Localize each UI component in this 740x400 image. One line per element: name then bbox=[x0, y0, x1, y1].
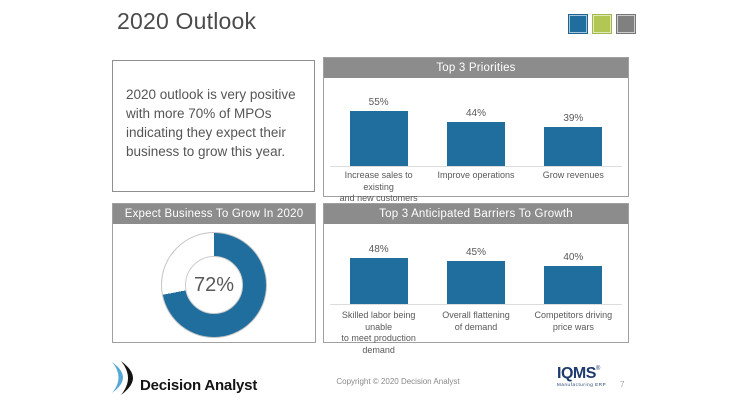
bar-value-label: 39% bbox=[563, 113, 584, 124]
bar-value-label: 55% bbox=[368, 97, 389, 108]
bar-column: 45% bbox=[427, 247, 524, 304]
panel-top3-priorities: Top 3 Priorities 55% 44% 39% Increase sa… bbox=[323, 57, 629, 203]
category-label: Grow revenues bbox=[542, 170, 604, 180]
bar-column: 48% bbox=[330, 244, 427, 304]
copyright-text: Copyright © 2020 Decision Analyst bbox=[336, 377, 460, 386]
summary-text: 2020 outlook is very positive with more … bbox=[126, 87, 296, 160]
bar-value-label: 45% bbox=[465, 247, 486, 259]
panel-top3-barriers: Top 3 Anticipated Barriers To Growth 48%… bbox=[323, 203, 629, 355]
registered-mark: ® bbox=[595, 366, 601, 372]
bar bbox=[349, 258, 408, 304]
decision-analyst-logo: Decision Analyst bbox=[111, 361, 257, 395]
iqms-logo-text: IQMS bbox=[557, 365, 596, 382]
bar bbox=[446, 122, 505, 166]
panel-header-top3-barriers: Top 3 Anticipated Barriers To Growth bbox=[324, 204, 628, 224]
category-label: Skilled labor being unable to meet produ… bbox=[341, 310, 416, 356]
bar-column: 44% bbox=[427, 108, 524, 166]
bar bbox=[544, 266, 603, 304]
category-label: Competitors driving price wars bbox=[534, 310, 613, 332]
page-title: 2020 Outlook bbox=[117, 8, 257, 34]
donut-chart-wrap: 72% bbox=[113, 232, 315, 338]
bar bbox=[446, 261, 505, 304]
panel-header-expect-growth: Expect Business To Grow In 2020 bbox=[113, 204, 315, 224]
page-number: 7 bbox=[620, 380, 625, 389]
category-label: Improve operations bbox=[437, 170, 515, 180]
donut-center-label: 72% bbox=[193, 273, 235, 296]
decision-analyst-logo-text: Decision Analyst bbox=[140, 377, 258, 394]
bar-value-label: 40% bbox=[563, 252, 584, 263]
bar-value-label: 48% bbox=[368, 244, 389, 256]
bar-chart-barriers: 48% 45% 40% bbox=[330, 224, 622, 305]
category-label: Increase sales to existing and new custo… bbox=[339, 170, 418, 204]
accent-square-blue bbox=[568, 14, 588, 34]
bar-category-labels: Increase sales to existing and new custo… bbox=[330, 166, 622, 205]
bar-column: 40% bbox=[525, 252, 622, 304]
donut-chart: 72% bbox=[161, 232, 267, 338]
bar-category-labels: Skilled labor being unable to meet produ… bbox=[330, 306, 622, 357]
bar-column: 55% bbox=[330, 97, 427, 166]
bar-value-label: 44% bbox=[465, 108, 486, 119]
summary-textbox: 2020 outlook is very positive with more … bbox=[112, 60, 315, 192]
accent-color-squares bbox=[568, 14, 636, 34]
accent-square-gray bbox=[616, 14, 636, 34]
iqms-logo-subtext: Manufacturing ERP bbox=[557, 382, 607, 387]
category-label: Overall flattening of demand bbox=[442, 310, 510, 332]
panel-header-top3-priorities: Top 3 Priorities bbox=[324, 58, 628, 78]
iqms-logo: IQMS® Manufacturing ERP bbox=[557, 366, 606, 388]
bar bbox=[349, 111, 408, 166]
panel-expect-growth: Expect Business To Grow In 2020 72% bbox=[112, 203, 316, 343]
decision-analyst-logo-icon bbox=[112, 361, 133, 395]
donut-center: 72% bbox=[185, 256, 243, 314]
bar bbox=[544, 127, 603, 166]
bar-column: 39% bbox=[525, 113, 622, 166]
bar-chart-priorities: 55% 44% 39% bbox=[330, 78, 622, 167]
accent-square-green bbox=[592, 14, 612, 34]
